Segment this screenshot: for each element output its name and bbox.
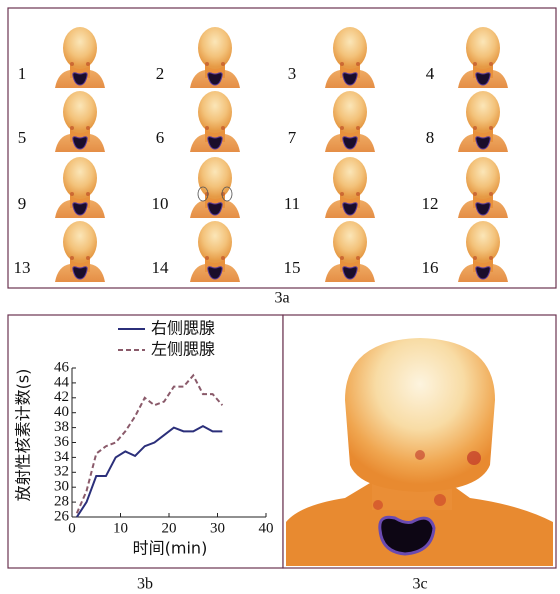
caption: 3a xyxy=(274,290,289,307)
y-tick-label: 32 xyxy=(54,464,69,480)
thumbnail xyxy=(189,156,241,219)
thumbnail xyxy=(324,90,376,153)
thumbnail xyxy=(457,26,509,89)
thumbnail xyxy=(54,90,106,153)
x-tick-label: 30 xyxy=(210,520,225,536)
series-line xyxy=(76,424,223,518)
caption: 3b xyxy=(137,576,153,593)
legend-label: 右侧腮腺 xyxy=(151,319,215,338)
thumbnail xyxy=(457,90,509,153)
thumbnail xyxy=(457,220,509,283)
y-tick-label: 44 xyxy=(54,374,70,390)
y-tick-label: 28 xyxy=(54,494,69,510)
image-number: 15 xyxy=(284,258,301,277)
thumbnail xyxy=(189,220,241,283)
image-number: 1 xyxy=(18,64,27,83)
image-number: 11 xyxy=(284,194,300,213)
image-number: 13 xyxy=(14,258,31,277)
y-tick-label: 36 xyxy=(54,434,70,450)
panel-b-frame xyxy=(7,314,284,569)
y-tick-label: 40 xyxy=(54,404,69,420)
image-number: 16 xyxy=(422,258,439,277)
y-tick-label: 26 xyxy=(54,508,70,524)
image-number: 2 xyxy=(156,64,165,83)
image-number: 9 xyxy=(18,194,27,213)
x-tick-label: 20 xyxy=(162,520,177,536)
scan-image xyxy=(286,338,553,566)
y-tick-label: 38 xyxy=(54,419,69,435)
thumbnail xyxy=(54,26,106,89)
image-number: 14 xyxy=(152,258,170,277)
x-tick-label: 10 xyxy=(113,520,128,536)
series-line xyxy=(75,373,224,514)
image-number: 10 xyxy=(152,194,169,213)
thumbnail xyxy=(54,156,106,219)
y-tick-label: 42 xyxy=(54,389,69,405)
y-tick-label: 46 xyxy=(54,359,70,375)
y-axis-label: 放射性核素计数(s) xyxy=(14,369,33,502)
panel-a-frame xyxy=(7,7,557,289)
thumbnail xyxy=(324,220,376,283)
legend-label: 左侧腮腺 xyxy=(151,340,215,359)
x-tick-label: 0 xyxy=(68,520,76,536)
image-number: 7 xyxy=(288,128,297,147)
image-number: 12 xyxy=(422,194,439,213)
thumbnail xyxy=(457,156,509,219)
image-number: 5 xyxy=(18,128,27,147)
roi xyxy=(197,186,209,202)
thumbnail xyxy=(54,220,106,283)
x-tick-label: 40 xyxy=(259,520,274,536)
thumbnail xyxy=(189,26,241,89)
thumbnail xyxy=(324,26,376,89)
x-axis-label: 时间(min) xyxy=(133,539,208,558)
thumbnail xyxy=(324,156,376,219)
caption: 3c xyxy=(412,576,427,593)
y-tick-label: 34 xyxy=(54,449,70,465)
roi xyxy=(221,186,233,202)
image-number: 4 xyxy=(426,64,435,83)
image-number: 8 xyxy=(426,128,435,147)
thumbnail xyxy=(189,90,241,153)
image-number: 6 xyxy=(156,128,165,147)
image-number: 3 xyxy=(288,64,297,83)
y-tick-label: 30 xyxy=(54,479,69,495)
